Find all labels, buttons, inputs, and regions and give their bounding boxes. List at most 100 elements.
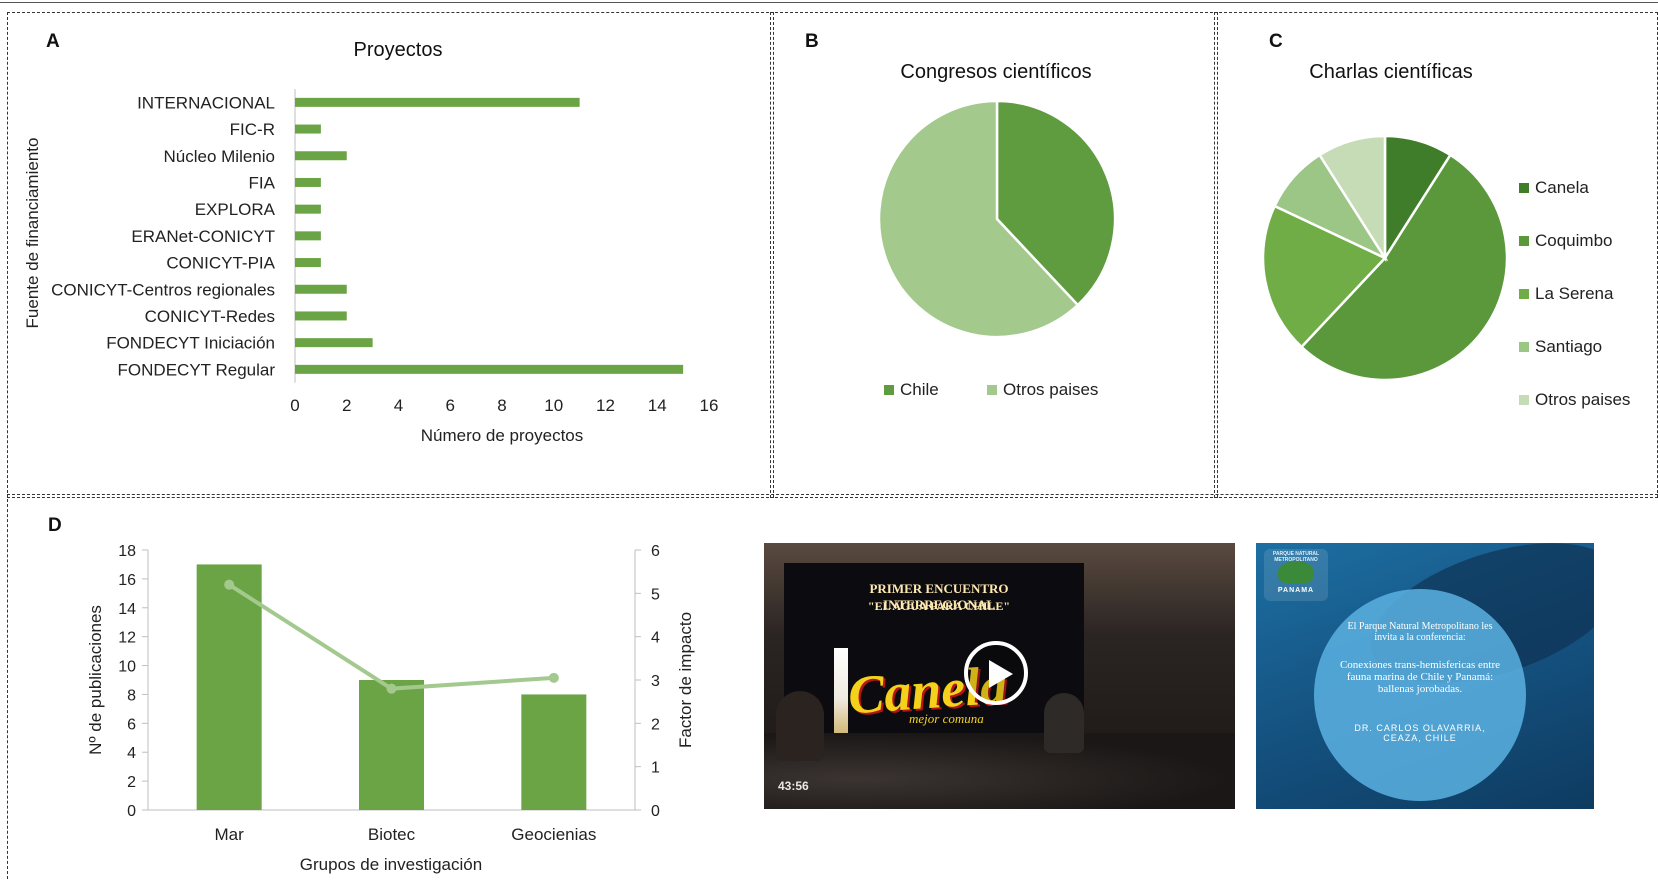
chart-a-bar [295,177,321,187]
chart-a-category-label: FONDECYT Iniciación [106,334,275,353]
chart-c-legend-swatch [1519,342,1529,352]
chart-d-line [228,582,554,691]
chart-b-legend-label: Chile [900,380,939,399]
chart-a-tick-label: 16 [700,396,719,415]
video-banner-line2: "EL AGUA PARA CHILE" [867,599,1011,613]
chart-a-bar [295,231,321,241]
chart-c-legend-label: La Serena [1535,284,1614,303]
speaker-person [776,691,824,761]
chart-c-legend-label: Otros paises [1535,390,1630,409]
chart-d-right-tick-label: 0 [651,803,660,820]
chart-a-tick-label: 6 [446,396,455,415]
chart-a-bar [295,258,321,268]
chart-d-category-label: Mar [215,825,245,844]
chart-a-tick-label: 0 [290,396,299,415]
chart-a-tick-label: 14 [648,396,667,415]
chart-c-plot: Canela Coquimbo La Serena Santiago Otros pai… [1261,134,1630,409]
poster-talk-title: Conexiones trans-hemisfericas entre faun… [1339,659,1501,695]
chart-a-bar [295,338,373,348]
chart-d-bar [521,694,587,810]
poster-logo-name: PANAMA [1277,587,1315,594]
chart-c-legend-label: Santiago [1535,337,1602,356]
chart-d-y2label: Factor de impacto [676,612,695,748]
chart-c-legend-label: Coquimbo [1535,231,1613,250]
conference-poster: PARQUE NATURAL METROPOLITANO PANAMA El P… [1256,543,1594,809]
chart-a-category-label: CONICYT-Centros regionales [51,280,275,299]
chart-b-slice [995,99,1117,307]
chart-d-left-tick-label: 18 [118,543,136,560]
chart-d-left-tick-label: 14 [118,601,136,618]
chart-c-slice [1261,204,1388,349]
chart-a-tick-label: 12 [596,396,615,415]
chart-a-bar [295,204,321,214]
chart-d-left-tick-label: 8 [127,687,136,704]
video-thumbnail[interactable]: PRIMER ENCUENTRO INTERREGIONAL "EL AGUA … [764,543,1235,809]
chart-a-category-label: FIA [249,173,276,192]
chart-a-bar [295,311,347,321]
chart-d-bar [196,564,262,810]
chart-a-xlabel: Número de proyectos [421,426,584,445]
chart-a-title: Proyectos [353,39,443,61]
chart-a-tick-label: 8 [497,396,506,415]
chart-c-legend-swatch [1519,289,1529,299]
chart-d-left-tick-label: 2 [127,774,136,791]
poster-logo-emblem [1278,561,1314,583]
chart-c-legend-label: Canela [1535,178,1589,197]
chart-a-plot: INTERNACIONAL FIC-R Núcleo Milenio FIA EXPLO… [23,89,719,445]
chart-d-right-tick-label: 2 [651,716,660,733]
panel-b-label: B [805,31,819,52]
chart-d-line-point [386,683,397,694]
chart-c-slice [1317,134,1387,263]
chart-a-bar [295,97,580,107]
chart-d-category-label: Geocienias [511,825,596,844]
chart-a-tick-label: 4 [394,396,403,415]
chart-a-bar [295,364,684,374]
chart-a-bar [295,151,347,161]
chart-a-category-label: INTERNACIONAL [137,93,275,112]
chart-a-tick-label: 2 [342,396,351,415]
chart-b-legend-swatch [987,385,997,395]
chart-d-category-label: Biotec [368,825,416,844]
poster-circle [1314,589,1526,801]
chart-a-category-label: CONICYT-Redes [145,307,275,326]
chart-a-category-label: EXPLORA [195,200,276,219]
panel-c-label: C [1269,31,1283,52]
chart-a-category-label: FONDECYT Regular [118,360,276,379]
play-icon[interactable] [964,641,1028,705]
chart-d-right-tick-label: 6 [651,543,660,560]
chart-d-right-tick-label: 1 [651,760,660,777]
panel-d-label: D [48,515,62,536]
seated-person [1044,693,1084,753]
chart-d-left-tick-label: 0 [127,803,136,820]
chart-a-category-label: ERANet-CONICYT [131,227,275,246]
chart-a-tick-label: 10 [544,396,563,415]
audience [764,733,1235,809]
chart-c-legend-swatch [1519,236,1529,246]
chart-d-right-tick-label: 5 [651,586,660,603]
chart-a-category-label: Núcleo Milenio [164,147,276,166]
chart-b-legend-swatch [884,385,894,395]
flag [834,648,848,748]
panel-b: B Congresos científicos Chile Otros paise… [770,12,1218,498]
panel-a-label: A [46,31,60,52]
chart-d-right-tick-label: 4 [651,630,660,647]
chart-d-left-tick-label: 4 [127,745,136,762]
canela-logo-subtext: mejor comuna [909,711,984,726]
poster-logo-top: PARQUE NATURAL METROPOLITANO [1272,551,1320,563]
chart-a-ylabel: Fuente de financiamiento [23,138,42,329]
chart-a-bar [295,284,347,294]
chart-b-plot: Chile Otros paises [877,99,1117,399]
panel-a: A Proyectos INTERNACIONAL FIC-R Núcleo Mil… [7,12,774,498]
top-rule [0,2,1658,3]
chart-d-left-tick-label: 12 [118,630,136,647]
chart-d-left-tick-label: 6 [127,716,136,733]
chart-d-line-point [224,579,235,590]
chart-d-xlabel: Grupos de investigación [300,855,482,874]
chart-d-right-tick-label: 3 [651,673,660,690]
chart-c-legend-swatch [1519,183,1529,193]
poster-speaker: DR. CARLOS OLAVARRIA, CEAZA, CHILE [1354,723,1486,743]
poster-logo: PARQUE NATURAL METROPOLITANO PANAMA [1264,549,1328,601]
chart-a-bar [295,124,321,134]
chart-d-left-tick-label: 16 [118,572,136,589]
